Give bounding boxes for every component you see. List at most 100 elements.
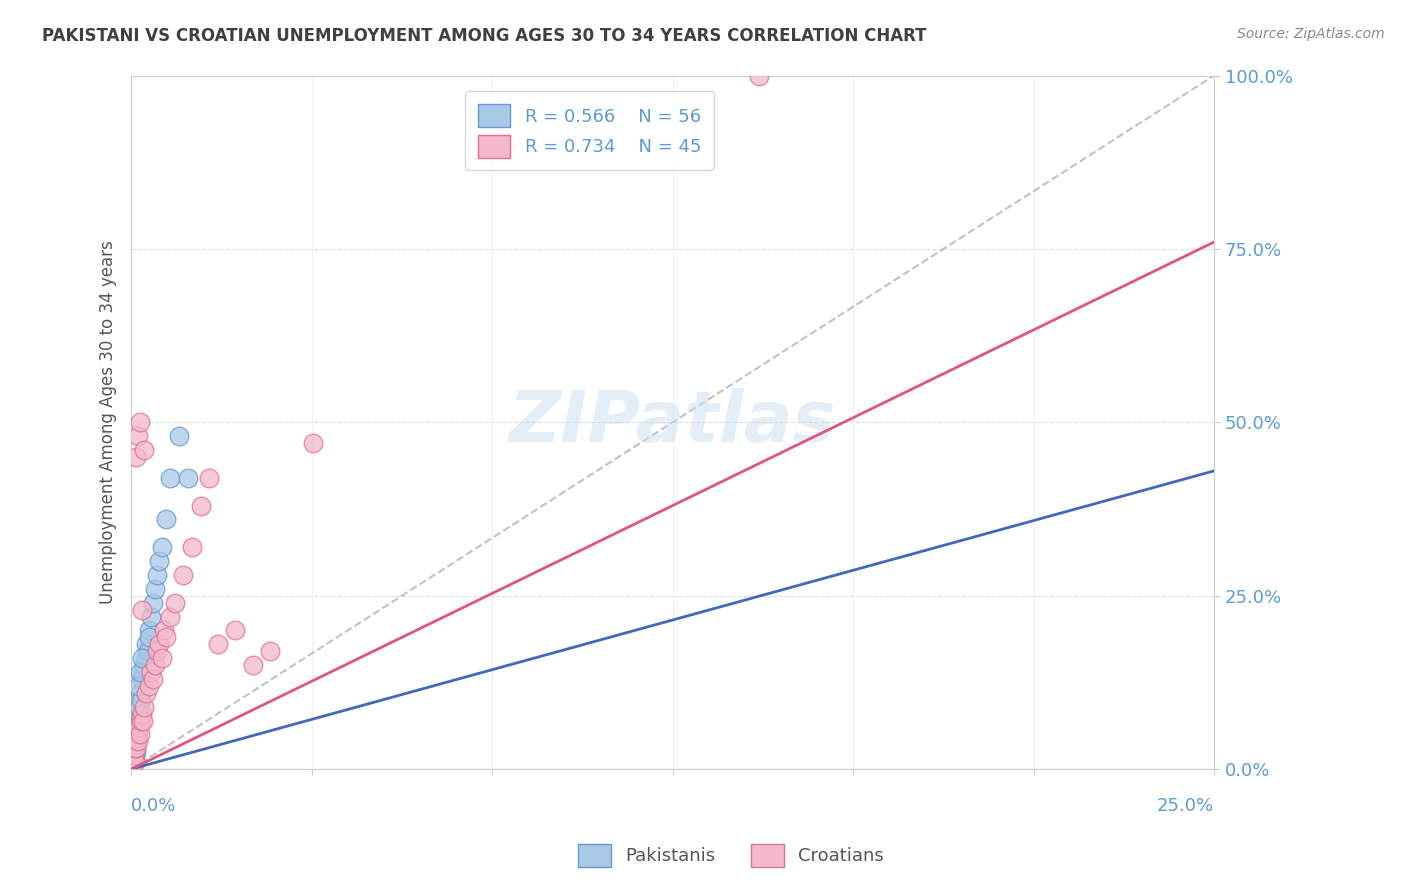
Point	[138, 630, 160, 644]
Point	[122, 748, 145, 763]
Point	[155, 630, 177, 644]
Point	[124, 755, 146, 769]
Point	[132, 665, 155, 679]
Point	[146, 567, 169, 582]
Point	[128, 721, 150, 735]
Point	[138, 624, 160, 638]
Point	[124, 741, 146, 756]
Point	[121, 755, 143, 769]
Point	[190, 499, 212, 513]
Point	[127, 706, 149, 721]
Point	[167, 429, 190, 443]
Y-axis label: Unemployment Among Ages 30 to 34 years: Unemployment Among Ages 30 to 34 years	[100, 241, 117, 604]
Point	[150, 651, 173, 665]
Point	[134, 658, 156, 673]
Point	[155, 512, 177, 526]
Point	[124, 745, 146, 759]
Point	[180, 540, 202, 554]
Point	[143, 582, 166, 596]
Point	[124, 734, 146, 748]
Point	[127, 721, 149, 735]
Point	[135, 651, 157, 665]
Point	[124, 741, 146, 756]
Point	[142, 596, 165, 610]
Point	[122, 741, 145, 756]
Point	[135, 637, 157, 651]
Point	[127, 727, 149, 741]
Point	[124, 748, 146, 763]
Point	[125, 734, 148, 748]
Point	[128, 699, 150, 714]
Point	[129, 415, 152, 429]
Point	[124, 738, 146, 752]
Point	[122, 752, 145, 766]
Point	[124, 734, 146, 748]
Point	[136, 644, 159, 658]
Point	[129, 714, 152, 728]
Point	[122, 755, 145, 769]
Point	[121, 758, 143, 772]
Point	[121, 755, 143, 769]
Point	[124, 727, 146, 741]
Point	[121, 752, 143, 766]
Point	[122, 748, 145, 763]
Point	[163, 596, 186, 610]
Point	[122, 748, 145, 763]
Point	[748, 69, 770, 83]
Legend: R = 0.566    N = 56, R = 0.734    N = 45: R = 0.566 N = 56, R = 0.734 N = 45	[465, 92, 714, 170]
Point	[122, 741, 145, 756]
Point	[139, 665, 162, 679]
Text: 25.0%: 25.0%	[1157, 797, 1215, 814]
Point	[124, 752, 146, 766]
Point	[124, 734, 146, 748]
Point	[122, 755, 145, 769]
Legend: Pakistanis, Croatians: Pakistanis, Croatians	[571, 837, 891, 874]
Point	[159, 609, 181, 624]
Point	[124, 741, 146, 756]
Point	[129, 686, 152, 700]
Text: PAKISTANI VS CROATIAN UNEMPLOYMENT AMONG AGES 30 TO 34 YEARS CORRELATION CHART: PAKISTANI VS CROATIAN UNEMPLOYMENT AMONG…	[42, 27, 927, 45]
Point	[125, 741, 148, 756]
Point	[131, 651, 153, 665]
Point	[142, 672, 165, 686]
Point	[122, 745, 145, 759]
Point	[134, 443, 156, 458]
Point	[152, 624, 174, 638]
Point	[131, 706, 153, 721]
Point	[131, 672, 153, 686]
Point	[121, 752, 143, 766]
Point	[146, 644, 169, 658]
Point	[124, 748, 146, 763]
Point	[131, 602, 153, 616]
Point	[148, 637, 170, 651]
Point	[148, 554, 170, 568]
Point	[127, 429, 149, 443]
Point	[198, 471, 221, 485]
Point	[139, 609, 162, 624]
Point	[124, 450, 146, 464]
Point	[132, 714, 155, 728]
Point	[129, 665, 152, 679]
Point	[129, 692, 152, 706]
Point	[138, 679, 160, 693]
Point	[159, 471, 181, 485]
Point	[127, 679, 149, 693]
Point	[172, 567, 194, 582]
Point	[122, 741, 145, 756]
Point	[176, 471, 198, 485]
Point	[259, 644, 281, 658]
Point	[129, 727, 152, 741]
Point	[134, 699, 156, 714]
Point	[124, 731, 146, 745]
Point	[121, 752, 143, 766]
Point	[125, 721, 148, 735]
Point	[127, 734, 149, 748]
Text: ZIPatlas: ZIPatlas	[509, 388, 837, 457]
Point	[124, 727, 146, 741]
Point	[127, 714, 149, 728]
Point	[143, 658, 166, 673]
Point	[150, 540, 173, 554]
Point	[207, 637, 229, 651]
Point	[128, 714, 150, 728]
Text: 0.0%: 0.0%	[131, 797, 177, 814]
